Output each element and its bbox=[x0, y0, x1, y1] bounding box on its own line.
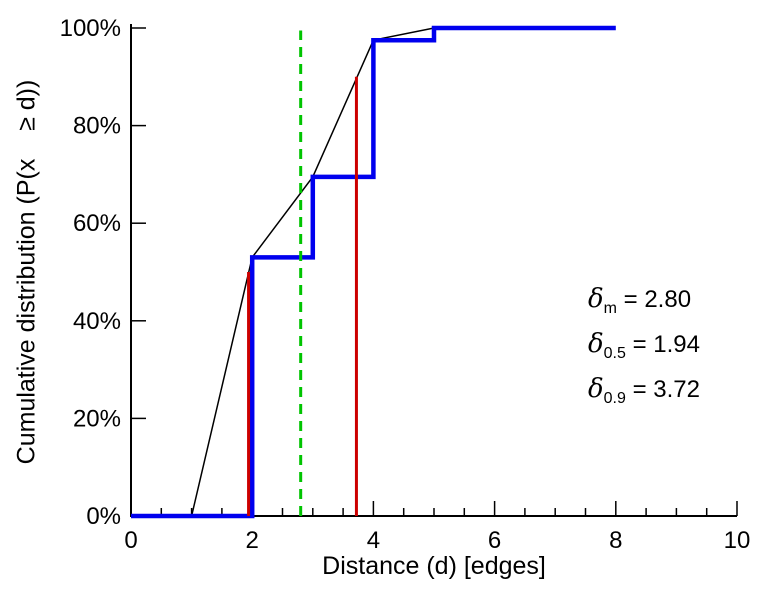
delta-05-value: = 1.94 bbox=[625, 331, 700, 358]
y-tick-label: 40% bbox=[73, 308, 121, 335]
annotation-delta-m: δm = 2.80 bbox=[588, 284, 692, 317]
y-tick-label: 0% bbox=[86, 503, 121, 530]
series-empirical-cdf-step bbox=[131, 25, 616, 519]
y-tick-label: 80% bbox=[73, 113, 121, 140]
delta-09-value: = 3.72 bbox=[625, 376, 700, 403]
y-axis-label: Cumulative distribution (P(x ≥ d)) bbox=[12, 79, 41, 465]
delta-symbol: δ bbox=[588, 284, 604, 314]
annotation-delta-09: δ0.9 = 3.72 bbox=[588, 374, 700, 407]
delta-m-value: = 2.80 bbox=[616, 286, 692, 313]
y-tick-label: 60% bbox=[73, 210, 121, 237]
y-tick-label: 20% bbox=[73, 405, 121, 432]
delta-symbol: δ bbox=[588, 329, 604, 359]
delta-05-subscript: 0.5 bbox=[603, 344, 626, 362]
x-tick-label: 2 bbox=[246, 527, 259, 554]
x-tick-label: 6 bbox=[488, 527, 501, 554]
x-axis-label: Distance (d) [edges] bbox=[322, 552, 546, 580]
x-tick-label: 10 bbox=[724, 527, 751, 554]
x-tick-label: 4 bbox=[367, 527, 380, 554]
delta-m-subscript: m bbox=[603, 299, 617, 317]
delta-09-subscript: 0.9 bbox=[603, 389, 626, 407]
y-tick-label: 100% bbox=[60, 15, 121, 42]
x-tick-label: 8 bbox=[609, 527, 622, 554]
delta-symbol: δ bbox=[588, 374, 604, 404]
series-linear-interpolation bbox=[190, 27, 477, 517]
x-tick-label: 0 bbox=[124, 527, 137, 554]
annotation-delta-05: δ0.5 = 1.94 bbox=[588, 329, 700, 362]
